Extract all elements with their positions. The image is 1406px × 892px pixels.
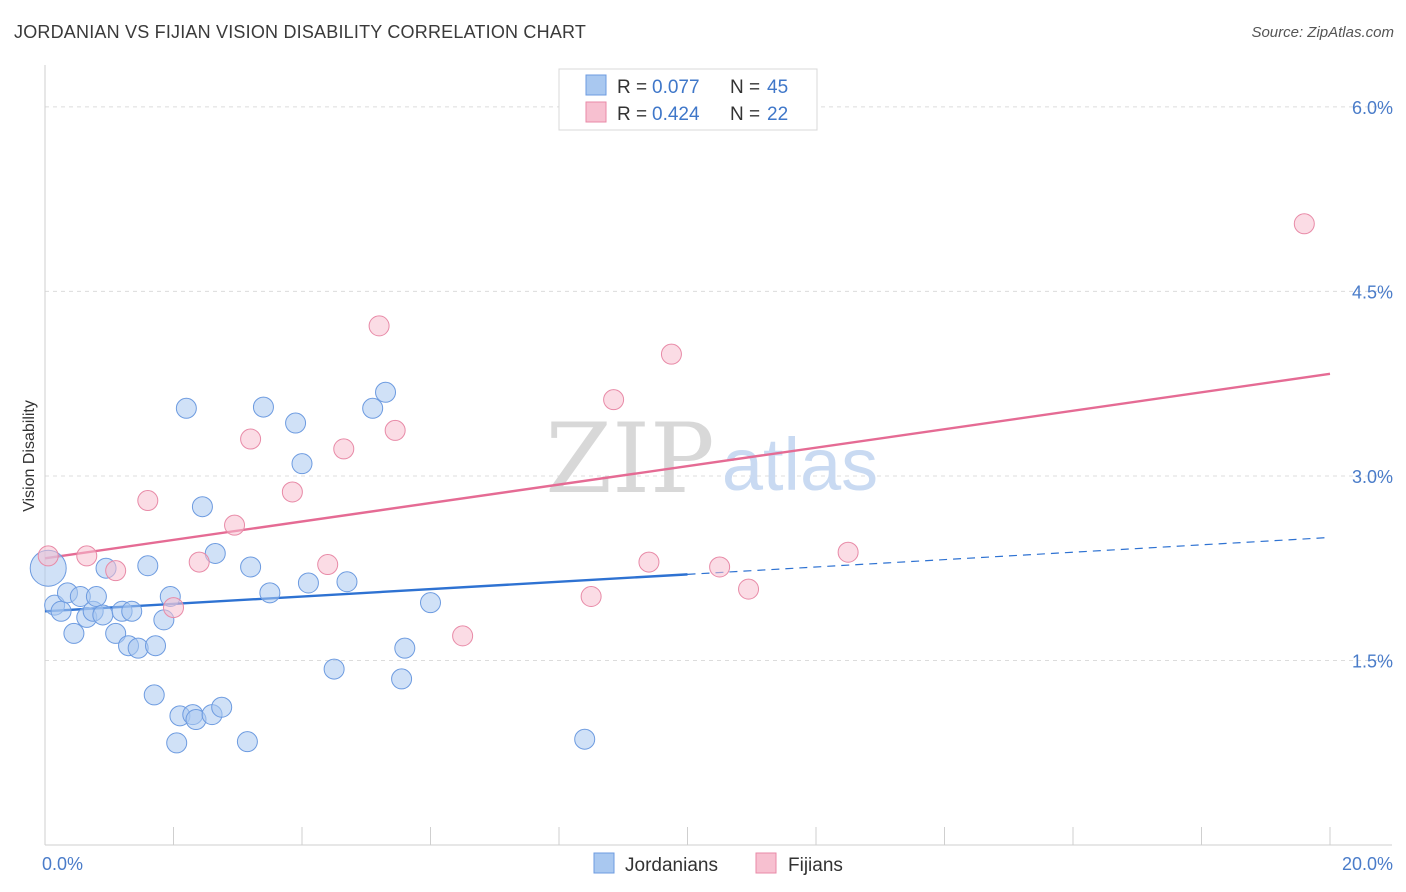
point-fijians-1 xyxy=(76,545,98,567)
point-jordanians-43 xyxy=(420,592,441,614)
point-jordanians-39 xyxy=(362,397,384,419)
point-jordanians-34 xyxy=(285,412,307,434)
point-jordanians-9 xyxy=(92,604,114,626)
legend-n-label: N = xyxy=(730,77,760,98)
point-jordanians-35 xyxy=(291,453,313,475)
point-fijians-7 xyxy=(240,428,262,450)
point-jordanians-33 xyxy=(259,582,281,604)
point-jordanians-26 xyxy=(191,496,213,518)
chart-title: JORDANIAN VS FIJIAN VISION DISABILITY CO… xyxy=(14,22,587,42)
series-legend-fijians: Fijians xyxy=(788,855,843,876)
point-fijians-13 xyxy=(452,625,474,647)
legend: R = 0.077 N = 45 R = 0.424 N = 22 xyxy=(558,68,818,131)
point-jordanians-14 xyxy=(121,600,143,622)
point-fijians-21 xyxy=(1293,213,1315,235)
watermark-zip: ZIP xyxy=(545,403,714,515)
point-jordanians-17 xyxy=(143,684,165,706)
point-jordanians-44 xyxy=(574,728,596,750)
point-jordanians-8 xyxy=(85,586,107,608)
series-legend-jordanians: Jordanians xyxy=(625,855,718,876)
point-fijians-17 xyxy=(660,343,682,365)
point-jordanians-15 xyxy=(127,637,149,659)
legend-n-label: N = xyxy=(730,104,760,125)
point-jordanians-42 xyxy=(394,637,416,659)
point-jordanians-23 xyxy=(175,397,197,419)
grid-lines xyxy=(45,106,1392,661)
point-fijians-11 xyxy=(368,315,390,337)
point-fijians-18 xyxy=(709,556,731,578)
point-fijians-4 xyxy=(163,597,184,619)
point-jordanians-36 xyxy=(297,572,319,594)
point-fijians-6 xyxy=(224,514,246,536)
y-tick-label-3: 6.0% xyxy=(1352,98,1393,118)
source-credit: Source: ZipAtlas.com xyxy=(1251,24,1394,41)
legend-r-jordanians: 0.077 xyxy=(652,77,700,98)
data-points xyxy=(29,213,1315,754)
point-jordanians-30 xyxy=(236,731,258,753)
point-fijians-20 xyxy=(837,541,859,563)
watermark: ZIP atlas xyxy=(545,403,878,515)
point-jordanians-37 xyxy=(323,658,345,680)
axes xyxy=(44,65,1392,846)
point-fijians-5 xyxy=(188,551,210,573)
y-tick-label-1: 3.0% xyxy=(1352,467,1393,487)
series-legend-swatch-fijians xyxy=(755,852,777,874)
series-legend-swatch-jordanians xyxy=(593,852,615,874)
legend-swatch-jordanians xyxy=(585,74,607,96)
point-fijians-3 xyxy=(137,490,159,512)
y-tick-labels: 1.5% 3.0% 4.5% 6.0% xyxy=(1352,98,1393,672)
point-jordanians-18 xyxy=(145,635,167,657)
y-tick-label-0: 1.5% xyxy=(1352,651,1393,671)
point-jordanians-28 xyxy=(204,542,226,564)
point-jordanians-21 xyxy=(166,732,188,754)
trend-line-jordanians xyxy=(44,573,688,613)
legend-n-fijians: 22 xyxy=(767,104,788,125)
series-legend: Jordanians Fijians xyxy=(593,852,843,876)
point-jordanians-11 xyxy=(105,622,127,644)
x-tick-labels: 0.0% 20.0% xyxy=(42,854,1393,874)
point-fijians-15 xyxy=(603,389,625,411)
x-tick-label-0: 0.0% xyxy=(42,854,83,874)
legend-r-fijians: 0.424 xyxy=(652,104,700,125)
point-jordanians-29 xyxy=(211,696,233,718)
point-fijians-19 xyxy=(738,578,760,600)
y-tick-label-2: 4.5% xyxy=(1352,282,1393,302)
y-axis-label: Vision Disability xyxy=(21,400,38,512)
point-fijians-2 xyxy=(105,560,127,582)
trend-extension-jordanians xyxy=(687,536,1331,575)
legend-swatch-fijians xyxy=(585,101,607,123)
x-tick-label-1: 20.0% xyxy=(1342,854,1393,874)
point-fijians-10 xyxy=(333,438,355,460)
point-jordanians-31 xyxy=(240,556,262,578)
trend-line-fijians xyxy=(44,372,1331,560)
point-jordanians-41 xyxy=(391,668,413,690)
watermark-atlas: atlas xyxy=(722,423,878,506)
point-fijians-14 xyxy=(580,586,602,608)
point-jordanians-4 xyxy=(63,622,85,644)
point-jordanians-38 xyxy=(336,571,358,593)
point-jordanians-32 xyxy=(252,396,274,418)
point-jordanians-2 xyxy=(50,600,72,622)
point-fijians-12 xyxy=(384,419,406,441)
point-fijians-0 xyxy=(37,545,59,567)
trend-lines xyxy=(44,372,1331,613)
legend-r-label: R = xyxy=(617,77,647,98)
point-fijians-8 xyxy=(281,481,303,503)
legend-r-label: R = xyxy=(617,104,647,125)
point-fijians-9 xyxy=(317,554,339,576)
point-jordanians-16 xyxy=(137,555,159,577)
point-fijians-16 xyxy=(638,551,660,573)
legend-n-jordanians: 45 xyxy=(767,77,788,98)
point-jordanians-40 xyxy=(375,381,397,403)
